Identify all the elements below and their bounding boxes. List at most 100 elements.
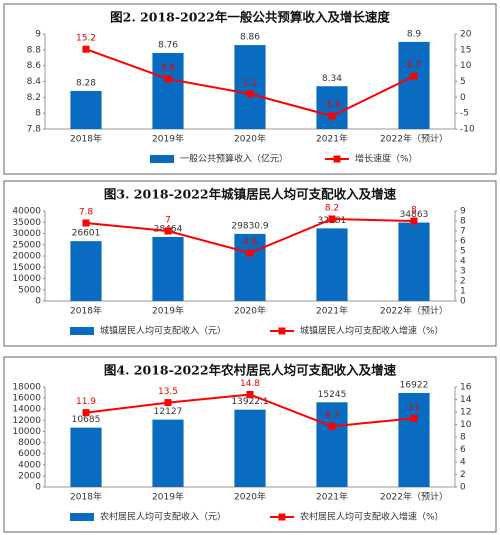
y-tick-label: 18000	[12, 383, 41, 393]
y2-tick-label: 4	[460, 458, 466, 468]
y2-tick-label: 4	[460, 257, 466, 267]
bar-label: 16922	[400, 380, 429, 390]
bar-label: 29830.9	[231, 221, 268, 231]
x-tick-label: 2020年	[234, 305, 266, 317]
x-tick-label: 2022年（预计）	[380, 305, 448, 317]
y-tick-label: 8.6	[27, 61, 42, 71]
line-marker	[410, 217, 418, 225]
y2-tick-label: 1	[460, 287, 466, 297]
bar-label: 26601	[72, 229, 101, 239]
y-tick-label: 9	[35, 30, 41, 40]
y-tick-label: 40000	[12, 207, 41, 217]
y-tick-label: 30000	[12, 229, 41, 239]
y2-tick-label: 2	[460, 277, 466, 287]
y-tick-label: 0	[35, 483, 41, 493]
y-tick-label: 2000	[18, 471, 41, 481]
line-marker	[410, 414, 418, 422]
y-tick-label: 16000	[12, 394, 41, 404]
line-label: 11	[408, 403, 419, 413]
line-label: 15.2	[76, 34, 96, 44]
legend-label: 农村居民人均可支配收入（元）	[100, 511, 226, 523]
line-marker	[82, 219, 90, 227]
line-label: 14.8	[240, 379, 260, 389]
legend-swatch	[70, 513, 94, 521]
x-tick-label: 2018年	[70, 133, 102, 145]
line-marker	[328, 215, 336, 223]
x-tick-label: 2019年	[152, 133, 184, 145]
line-marker	[246, 249, 254, 257]
y-tick-label: 10000	[12, 274, 41, 284]
bar-label: 8.76	[158, 41, 178, 51]
bar	[398, 41, 430, 129]
y2-tick-label: 14	[460, 395, 472, 405]
x-tick-label: 2021年	[316, 491, 348, 503]
line-marker	[246, 391, 254, 398]
y2-tick-label: -10	[460, 125, 475, 135]
y-tick-label: 4000	[18, 460, 41, 470]
y2-tick-label: 0	[460, 93, 466, 103]
line-marker	[328, 422, 336, 430]
line-marker	[246, 90, 254, 98]
y2-tick-label: -5	[460, 109, 469, 119]
y-tick-label: 35000	[12, 218, 41, 228]
x-tick-label: 2019年	[152, 305, 184, 317]
bar-label: 10685	[72, 415, 101, 425]
y2-tick-label: 0	[460, 483, 466, 493]
bar	[70, 427, 102, 487]
legend-label: 城镇居民人均可支配收入增速（%）	[300, 325, 444, 337]
chart-title: 图4. 2018-2022年农村居民人均可支配收入及增速	[104, 363, 397, 378]
bar	[316, 228, 348, 301]
y2-tick-label: 16	[460, 383, 472, 393]
line-marker	[164, 75, 172, 83]
line-marker	[410, 72, 418, 80]
legend-swatch	[70, 327, 94, 335]
line-label: 1.1	[243, 78, 257, 88]
bar-label: 8.28	[76, 79, 96, 89]
y-tick-label: 8	[35, 109, 41, 119]
y2-tick-label: 6	[460, 237, 466, 247]
y-tick-label: 12000	[12, 416, 41, 426]
x-tick-label: 2018年	[70, 305, 102, 317]
y-tick-label: 20000	[12, 252, 41, 262]
chart-panel: 图2. 2018-2022年一般公共预算收入及增长速度 7.8 8 8.2 8.4 8.6…	[3, 3, 497, 175]
bar-label: 12127	[154, 407, 183, 417]
bar	[316, 86, 348, 129]
line-label: 13.5	[158, 387, 178, 397]
bar-label: 15245	[318, 390, 347, 400]
x-tick-label: 2019年	[152, 491, 184, 503]
line-marker	[82, 409, 90, 417]
y-tick-label: 8000	[18, 438, 41, 448]
bar	[316, 402, 348, 487]
y2-tick-label: 6	[460, 445, 466, 455]
legend-label: 增长速度（%）	[355, 153, 418, 165]
legend-swatch	[278, 513, 286, 521]
y-tick-label: 5000	[18, 285, 41, 295]
bar	[152, 419, 184, 487]
y2-tick-label: 15	[460, 45, 471, 55]
bar	[152, 236, 184, 301]
line-label: 4.8	[243, 238, 258, 248]
x-tick-label: 2021年	[316, 305, 348, 317]
x-tick-label: 2020年	[234, 491, 266, 503]
y2-tick-label: 3	[460, 267, 466, 277]
y2-tick-label: 2	[460, 470, 466, 480]
y-tick-label: 14000	[12, 405, 41, 415]
chart-title: 图3. 2018-2022年城镇居民人均可支配收入及增速	[104, 187, 397, 202]
line-marker	[164, 227, 172, 235]
bar-label: 8.86	[240, 33, 260, 43]
line-marker	[328, 112, 336, 120]
y-tick-label: 8.2	[27, 93, 41, 103]
y-tick-label: 0	[35, 297, 41, 307]
y2-tick-label: 0	[460, 297, 466, 307]
bar	[398, 392, 430, 487]
line-label: 11.9	[76, 397, 96, 407]
bar-label: 34863	[400, 210, 429, 220]
x-tick-label: 2018年	[70, 491, 102, 503]
y2-tick-label: 20	[460, 30, 472, 40]
bar-label: 13922.1	[231, 397, 268, 407]
legend-label: 一般公共预算收入（亿元）	[180, 153, 288, 165]
line-marker	[82, 45, 90, 53]
line-label: 8	[411, 206, 417, 216]
y-tick-label: 15000	[12, 263, 41, 273]
